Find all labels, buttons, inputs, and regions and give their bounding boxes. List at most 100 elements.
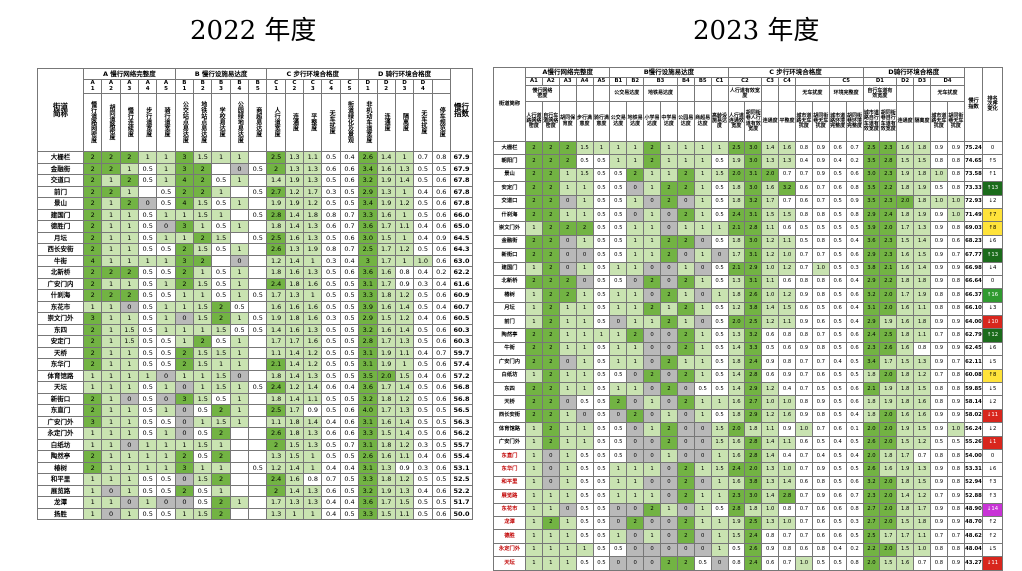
score-cell bbox=[248, 404, 268, 417]
score-cell: 0.5 bbox=[413, 404, 433, 417]
score-cell: 0 bbox=[558, 355, 577, 370]
column-header-2022: 平整度 bbox=[303, 93, 323, 152]
code-header-2023: A1 bbox=[525, 77, 543, 86]
score-cell: 1 bbox=[394, 208, 415, 221]
score-cell: 2 bbox=[541, 221, 560, 236]
score-cell: 1.3 bbox=[376, 185, 396, 198]
table-row: 德胜 1 1 1 0.5 0.5 1 0 1 0 2 0 1 1.5 2.4 0.8 0.7 0.7 0.6 0.6 0… bbox=[493, 529, 1003, 544]
score-cell: 2.5 bbox=[358, 243, 378, 256]
score-cell: 2.3 bbox=[879, 140, 898, 156]
score-cell: 0.6 bbox=[339, 404, 360, 417]
score-cell: 1.7 bbox=[896, 288, 915, 303]
subgroup-header-2023 bbox=[710, 85, 729, 102]
score-cell: 1.6 bbox=[266, 300, 286, 313]
score-cell: 2 bbox=[82, 323, 103, 336]
column-header-label: 学校易达度 bbox=[218, 106, 226, 137]
table-row: 什刹海 2 2 1 1 0.5 0.5 0 1 0 2 1 0.5 2.4 3.1 1.5 1.5 0.8 0.8 0… bbox=[493, 207, 1003, 223]
column-header-2022: 商超易达度 bbox=[248, 93, 268, 152]
score-cell: 1 bbox=[575, 288, 594, 303]
score-cell: 0.9 bbox=[811, 154, 830, 169]
score-cell: 1.0 bbox=[778, 515, 796, 531]
score-cell: 2.4 bbox=[266, 277, 286, 290]
score-cell: 1 bbox=[229, 266, 250, 279]
score-cell: 2 bbox=[541, 328, 560, 343]
score-cell: 0.5 bbox=[828, 207, 847, 223]
score-cell: 1.6 bbox=[284, 323, 305, 336]
table-row: 和平里 1 0 1 0.5 0.5 1 1 0 0 2 0 1 1.6 3.8 1.3 1.4 0.6 0.8 0.5… bbox=[493, 475, 1003, 491]
rank-change-cell: ↓2 bbox=[982, 395, 1003, 410]
score-cell: 0.7 bbox=[946, 248, 966, 263]
score-cell: 1 bbox=[626, 355, 645, 370]
score-cell: 0.5 bbox=[339, 392, 360, 405]
score-cell: 3.2 bbox=[358, 174, 378, 187]
score-cell: 1.6 bbox=[376, 208, 396, 221]
score-cell: 1 bbox=[82, 369, 103, 382]
score-cell: 0 bbox=[660, 274, 678, 290]
score-cell bbox=[229, 450, 250, 463]
score-cell: 1.1 bbox=[913, 529, 931, 544]
score-cell: 1.6 bbox=[896, 315, 915, 330]
score-cell: 1.5 bbox=[761, 207, 780, 223]
score-cell: 0.5 bbox=[930, 181, 948, 196]
score-cell: 1 bbox=[156, 277, 176, 290]
score-cell: 1 bbox=[525, 515, 543, 531]
score-cell: 2 bbox=[626, 167, 645, 183]
street-name: 东四 bbox=[37, 323, 84, 336]
score-cell: 0.9 bbox=[930, 140, 948, 156]
score-cell: 0 bbox=[626, 422, 645, 437]
score-cell bbox=[248, 358, 268, 371]
score-cell: 1 bbox=[156, 208, 176, 221]
street-name: 永定门外 bbox=[493, 542, 526, 558]
score-cell: 0.7 bbox=[339, 220, 360, 233]
index-cell: 69.03 bbox=[964, 221, 983, 236]
score-cell: 0 bbox=[626, 435, 645, 450]
score-cell: 0.6 bbox=[431, 289, 452, 302]
score-cell: 2 bbox=[82, 289, 103, 302]
score-cell: 2 bbox=[211, 473, 231, 486]
score-cell: 0.4 bbox=[321, 415, 341, 428]
street-name: 月坛 bbox=[37, 231, 84, 244]
score-cell: 1.8 bbox=[727, 408, 746, 424]
score-cell: 1.6 bbox=[284, 473, 305, 486]
score-cell: 2.9 bbox=[744, 408, 763, 424]
score-cell: 0.7 bbox=[845, 489, 864, 504]
score-cell: 0.8 bbox=[930, 556, 948, 571]
score-cell: 2 bbox=[541, 261, 560, 276]
score-cell: 1.3 bbox=[913, 221, 931, 236]
score-cell: 1 bbox=[119, 162, 140, 175]
score-cell: 0.1 bbox=[845, 422, 864, 437]
score-cell: 2.6 bbox=[862, 462, 881, 477]
score-cell: 0.4 bbox=[413, 312, 433, 325]
table-row: 陶然亭 2 2 1 1 1 1 2 0 0 2 1 0.5 1.3 3.2 0.6 0.8 0.8 0.7 0.5 0.… bbox=[493, 328, 1003, 343]
score-cell: 0 bbox=[558, 261, 577, 276]
score-cell: 2.6 bbox=[744, 542, 763, 558]
score-cell: 1.8 bbox=[266, 392, 286, 405]
score-cell: 1 bbox=[229, 151, 250, 164]
score-cell: 1.5 bbox=[710, 462, 729, 477]
score-cell: 2.9 bbox=[862, 207, 881, 223]
score-cell bbox=[248, 450, 268, 463]
score-cell: 0 bbox=[643, 382, 661, 397]
score-cell: 2 bbox=[174, 243, 195, 256]
score-cell: 1.0 bbox=[930, 194, 948, 209]
column-header-label: 连通度 bbox=[291, 112, 299, 131]
score-cell: 0.5 bbox=[828, 261, 847, 276]
score-cell: 1.3 bbox=[303, 162, 323, 175]
score-cell: 1.5 bbox=[575, 167, 594, 183]
score-cell: 1.6 bbox=[376, 300, 396, 313]
score-cell: 0.5 bbox=[575, 475, 594, 491]
score-cell: 1.4 bbox=[284, 220, 305, 233]
score-cell bbox=[248, 438, 268, 451]
index-cell: 66.10 bbox=[964, 301, 983, 317]
score-cell: 1 bbox=[193, 220, 213, 233]
score-cell: 1.5 bbox=[193, 346, 213, 359]
score-cell: 0.3 bbox=[413, 277, 433, 290]
subgroup-header-2023: 人行道有效宽度 bbox=[727, 85, 763, 102]
score-cell: 1.8 bbox=[913, 315, 931, 330]
score-cell: 1 bbox=[156, 450, 176, 463]
score-cell: 0.5 bbox=[575, 448, 594, 464]
score-cell: 1 bbox=[541, 489, 560, 504]
score-cell: 2 bbox=[525, 355, 543, 370]
score-cell: 0.7 bbox=[930, 529, 948, 544]
column-header-2022: 人行道宽度 bbox=[266, 93, 286, 152]
